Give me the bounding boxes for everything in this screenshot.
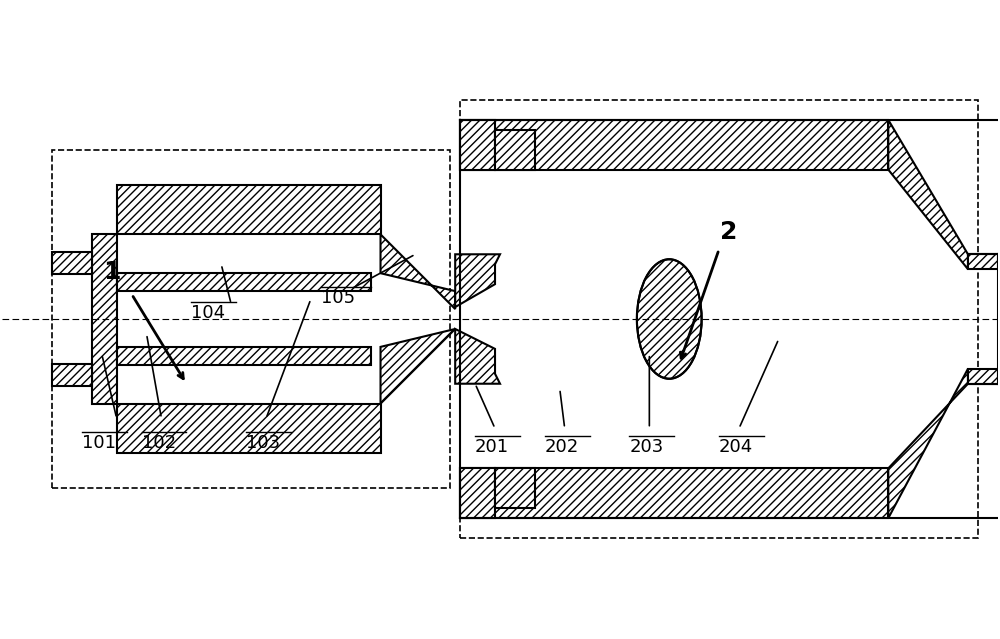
Bar: [52, 364, 92, 386]
Polygon shape: [381, 329, 455, 404]
Polygon shape: [455, 254, 500, 307]
Text: 204: 204: [719, 438, 753, 456]
Text: 2: 2: [720, 220, 738, 244]
Bar: [495, 468, 535, 508]
Text: 102: 102: [142, 433, 176, 452]
Bar: [460, 100, 978, 538]
Bar: [52, 150, 450, 488]
Bar: [968, 369, 998, 384]
Bar: [117, 273, 371, 291]
Polygon shape: [455, 329, 500, 384]
Bar: [117, 404, 381, 454]
Polygon shape: [888, 369, 968, 518]
Text: 1: 1: [103, 260, 120, 284]
Bar: [460, 120, 888, 169]
Text: 201: 201: [475, 438, 509, 456]
Ellipse shape: [637, 259, 702, 379]
Bar: [92, 235, 117, 404]
Bar: [460, 468, 888, 518]
Bar: [495, 130, 535, 169]
Bar: [52, 252, 92, 274]
Text: 103: 103: [246, 433, 280, 452]
Bar: [460, 468, 495, 518]
Text: 104: 104: [191, 304, 225, 322]
Bar: [117, 185, 381, 235]
Text: 202: 202: [545, 438, 579, 456]
Text: 203: 203: [629, 438, 664, 456]
Bar: [460, 120, 495, 169]
Polygon shape: [381, 235, 455, 309]
Polygon shape: [888, 120, 968, 269]
Text: 101: 101: [82, 433, 116, 452]
Bar: [968, 254, 998, 269]
Bar: [117, 347, 371, 365]
Text: 105: 105: [321, 289, 355, 307]
